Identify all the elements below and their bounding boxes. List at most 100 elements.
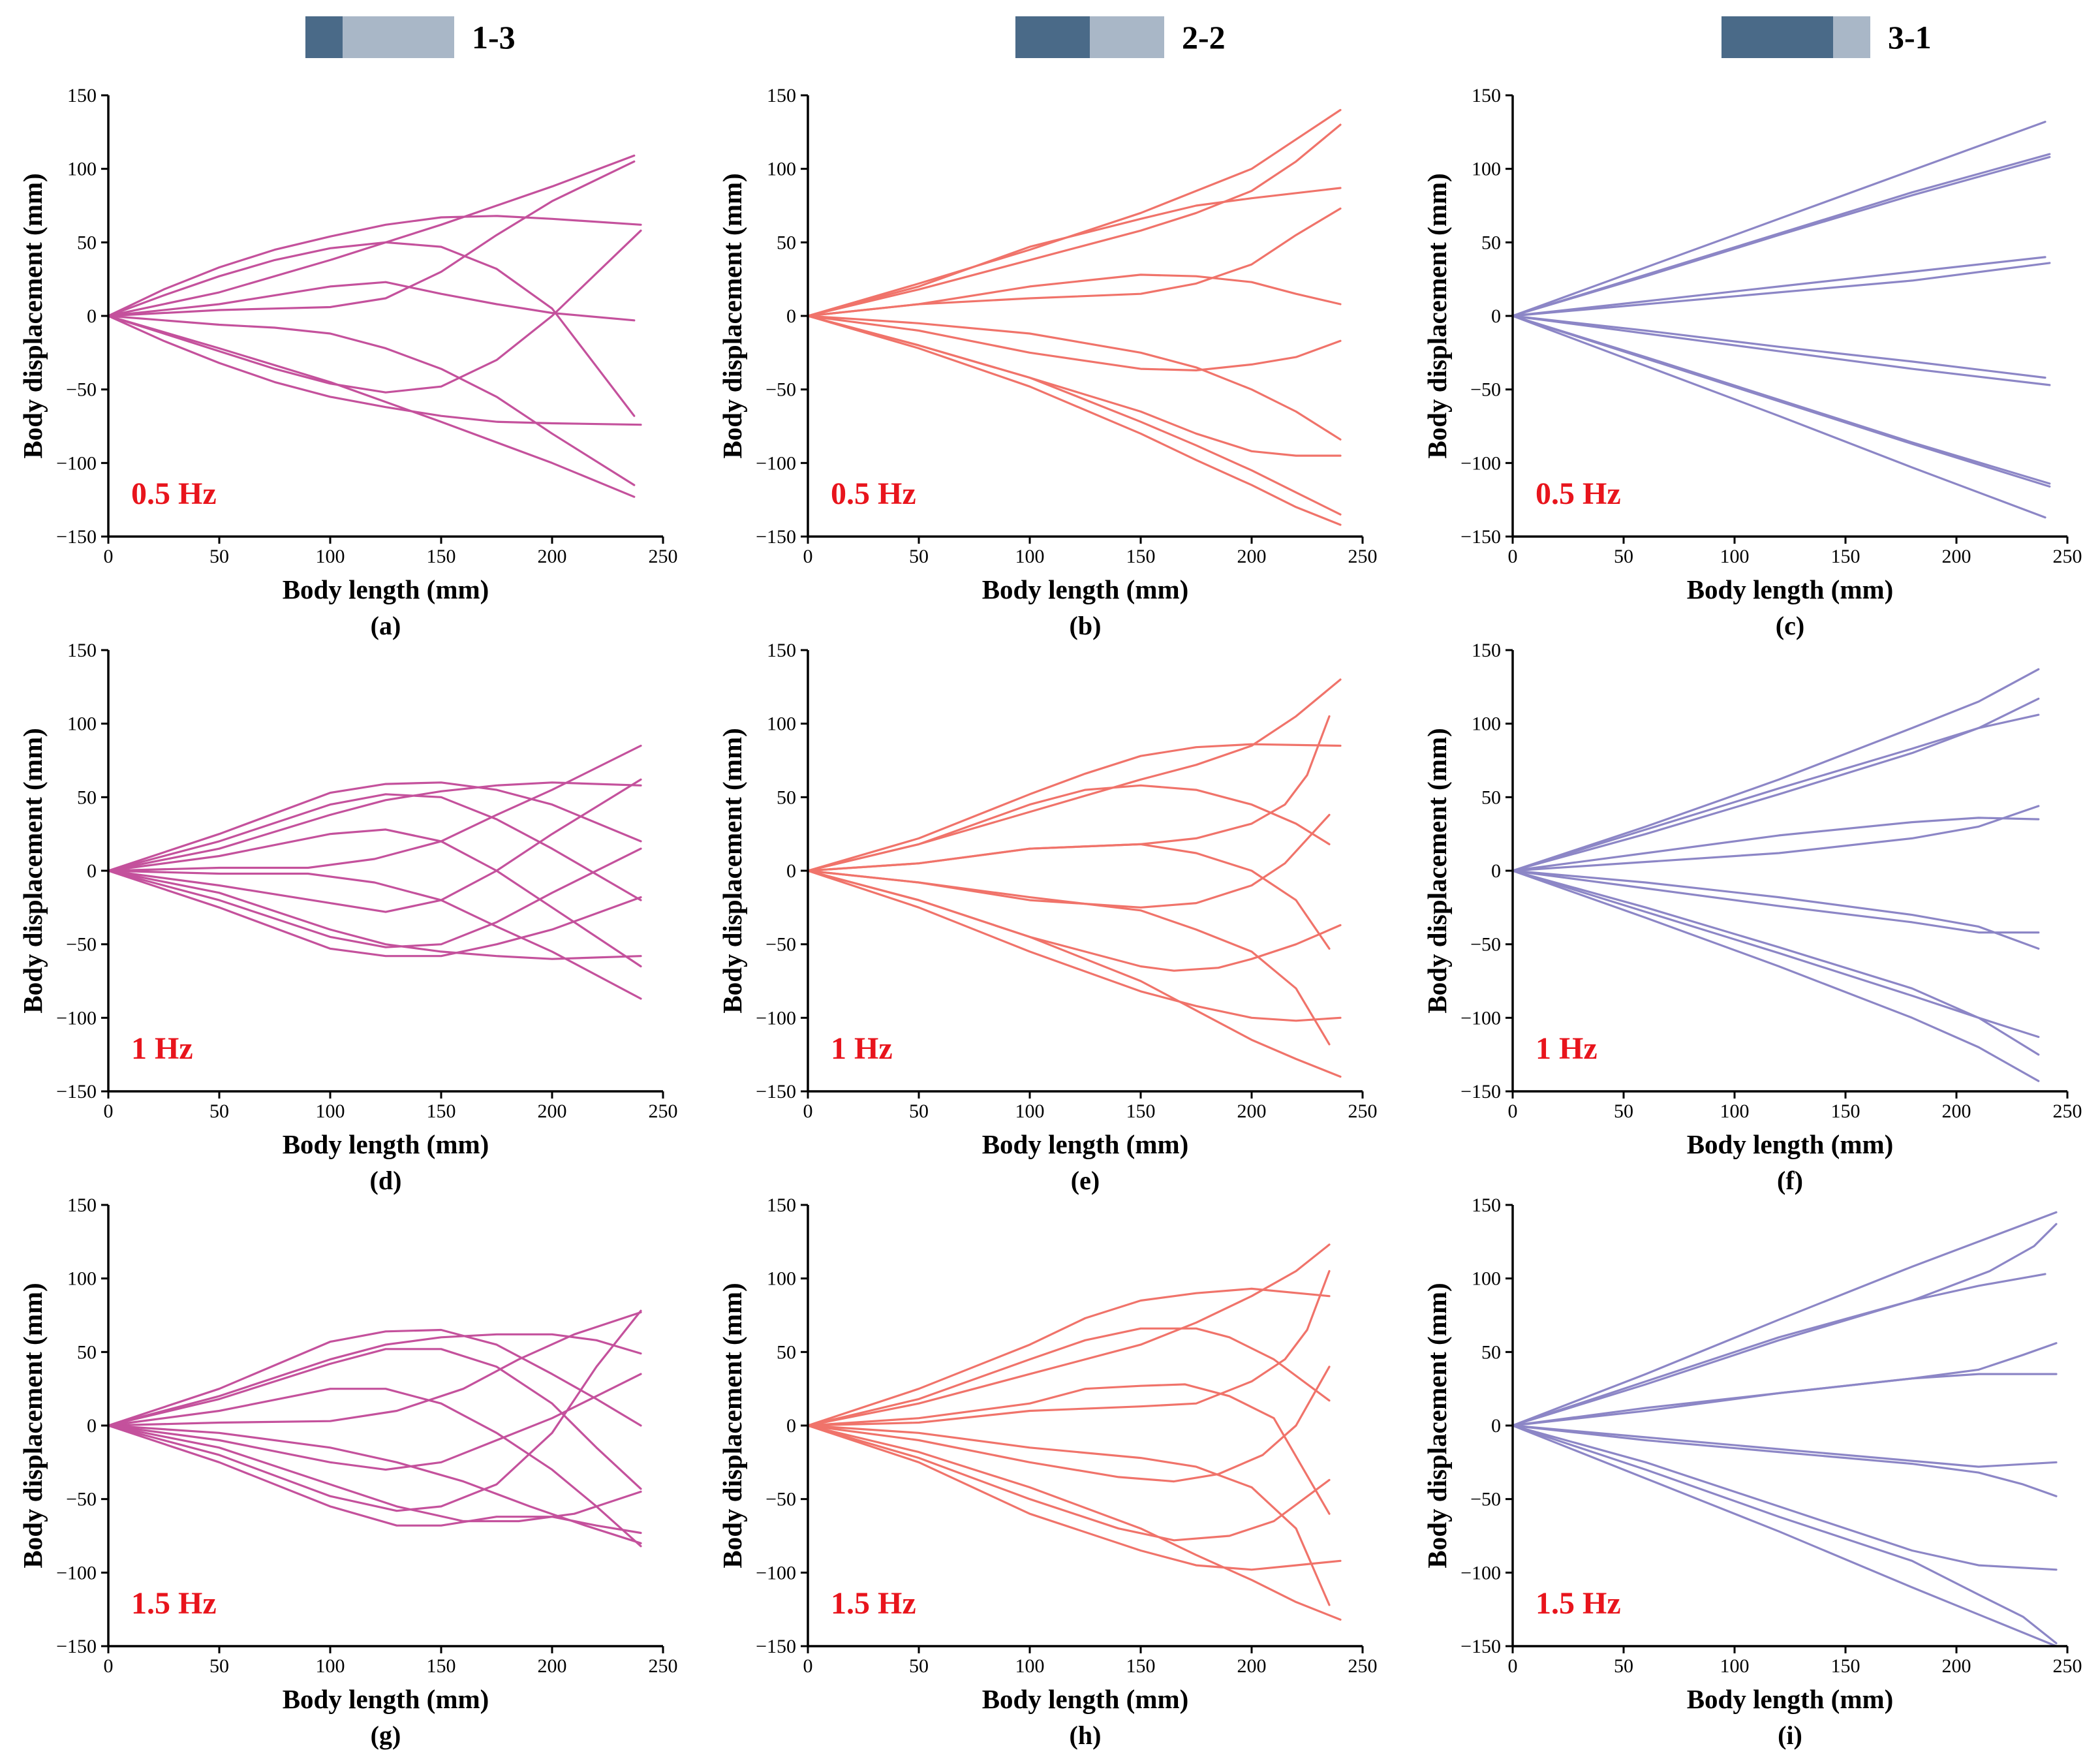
y-tick-label: 150 xyxy=(767,640,796,661)
series-line-2 xyxy=(807,123,1342,317)
y-tick-label: −50 xyxy=(765,934,796,956)
legend-light-segment xyxy=(1833,16,1870,58)
y-tick-label: 0 xyxy=(1491,305,1501,327)
series-line-1 xyxy=(1511,1211,2058,1427)
series-line-5 xyxy=(107,281,636,322)
y-tick-label: −100 xyxy=(756,1007,796,1029)
legend-item-1: 1-3 xyxy=(305,16,516,58)
y-tick-label: 50 xyxy=(1481,232,1501,253)
legend-light-segment xyxy=(1090,16,1164,58)
series-line-5 xyxy=(107,828,642,968)
x-axis-title: Body length (mm) xyxy=(982,1684,1189,1714)
series-line-2 xyxy=(107,1333,642,1427)
x-tick-label: 100 xyxy=(1015,546,1045,567)
chart-panel-3: −150 −100 −50 0 50 100 150 0 50 100 150 200 250 Body … xyxy=(1422,85,2082,640)
x-tick-label: 200 xyxy=(1237,1100,1267,1122)
legend-label: 3-1 xyxy=(1888,19,1932,55)
y-tick-label: −100 xyxy=(1460,452,1501,474)
series-line-8 xyxy=(1511,869,2040,1038)
x-tick-label: 250 xyxy=(649,1655,678,1677)
x-tick-label: 50 xyxy=(209,546,229,567)
series-line-4 xyxy=(1511,1342,2058,1427)
y-tick-label: −100 xyxy=(56,452,97,474)
series-line-6 xyxy=(1511,1424,2058,1468)
y-tick-label: −50 xyxy=(1470,1489,1501,1510)
y-tick-label: 150 xyxy=(767,85,796,106)
panel-caption: (b) xyxy=(1070,611,1102,640)
series-line-6 xyxy=(1511,315,2046,379)
y-tick-label: −150 xyxy=(56,526,97,548)
y-tick-label: 150 xyxy=(67,85,97,106)
series-line-7 xyxy=(107,1309,642,1512)
y-tick-label: 0 xyxy=(786,305,796,327)
series-line-10 xyxy=(807,869,1342,1078)
series-line-7 xyxy=(107,315,642,426)
series-line-3 xyxy=(807,743,1342,872)
series-group xyxy=(1511,121,2051,519)
y-tick-label: −50 xyxy=(66,379,97,401)
x-axis-title: Body length (mm) xyxy=(283,574,489,604)
legend-item-3: 3-1 xyxy=(1722,16,1932,58)
y-tick-label: 0 xyxy=(87,1415,97,1437)
frequency-label: 0.5 Hz xyxy=(131,476,217,511)
series-line-7 xyxy=(807,1424,1331,1542)
frequency-label: 1.5 Hz xyxy=(131,1586,217,1621)
legend-light-segment xyxy=(343,16,454,58)
series-line-5 xyxy=(807,843,1331,950)
x-tick-label: 50 xyxy=(909,546,929,567)
panel-caption: (d) xyxy=(370,1166,402,1195)
x-tick-label: 150 xyxy=(1126,546,1156,567)
series-line-3 xyxy=(807,1287,1331,1427)
series-line-4 xyxy=(107,793,642,901)
y-tick-label: 50 xyxy=(1481,787,1501,808)
y-axis-title: Body displacement (mm) xyxy=(717,173,747,458)
series-group xyxy=(1511,1211,2058,1647)
series-line-10 xyxy=(1511,1424,2058,1647)
series-line-9 xyxy=(107,1424,642,1523)
x-tick-label: 250 xyxy=(2053,1655,2082,1677)
x-tick-label: 100 xyxy=(1720,1655,1750,1677)
series-line-6 xyxy=(807,1365,1331,1483)
y-tick-label: 50 xyxy=(77,232,97,253)
legend-item-2: 2-2 xyxy=(1015,16,1226,58)
legend-label: 1-3 xyxy=(472,19,516,55)
x-tick-label: 200 xyxy=(1942,1100,1971,1122)
series-line-3 xyxy=(107,215,642,317)
series-line-10 xyxy=(1511,315,2046,519)
series-line-2 xyxy=(107,160,636,317)
x-tick-label: 200 xyxy=(538,1655,567,1677)
x-tick-label: 250 xyxy=(649,1100,678,1122)
series-line-5 xyxy=(807,273,1342,317)
y-tick-label: 50 xyxy=(777,787,796,808)
x-tick-label: 50 xyxy=(909,1655,929,1677)
y-tick-label: −100 xyxy=(1460,1562,1501,1584)
y-tick-label: 0 xyxy=(786,860,796,882)
series-line-9 xyxy=(1511,1424,2058,1645)
series-line-2 xyxy=(807,1270,1331,1427)
series-line-3 xyxy=(1511,156,2051,317)
y-tick-label: 0 xyxy=(1491,1415,1501,1437)
frequency-label: 1.5 Hz xyxy=(831,1586,916,1621)
series-line-7 xyxy=(107,847,642,948)
series-line-8 xyxy=(107,1424,642,1535)
panel-caption: (e) xyxy=(1071,1166,1100,1195)
panel-caption: (c) xyxy=(1776,611,1804,640)
chart-panel-8: −150 −100 −50 0 50 100 150 0 50 100 150 200 250 Body … xyxy=(717,1194,1378,1750)
y-tick-label: 50 xyxy=(77,1341,97,1363)
legend-dark-segment xyxy=(1722,16,1833,58)
y-tick-label: −150 xyxy=(1460,1081,1501,1102)
series-line-6 xyxy=(807,813,1331,909)
y-tick-label: −100 xyxy=(756,452,796,474)
y-tick-label: −100 xyxy=(56,1007,97,1029)
x-axis-title: Body length (mm) xyxy=(1687,1684,1894,1714)
series-line-9 xyxy=(1511,315,2051,488)
series-line-10 xyxy=(1511,869,2040,1082)
series-line-3 xyxy=(1511,1273,2046,1427)
series-line-8 xyxy=(107,315,636,486)
y-tick-label: 150 xyxy=(67,1194,97,1216)
y-tick-label: 50 xyxy=(1481,1341,1501,1363)
series-line-3 xyxy=(107,1328,642,1427)
series-line-9 xyxy=(1511,869,2040,1056)
x-axis-title: Body length (mm) xyxy=(283,1129,489,1159)
